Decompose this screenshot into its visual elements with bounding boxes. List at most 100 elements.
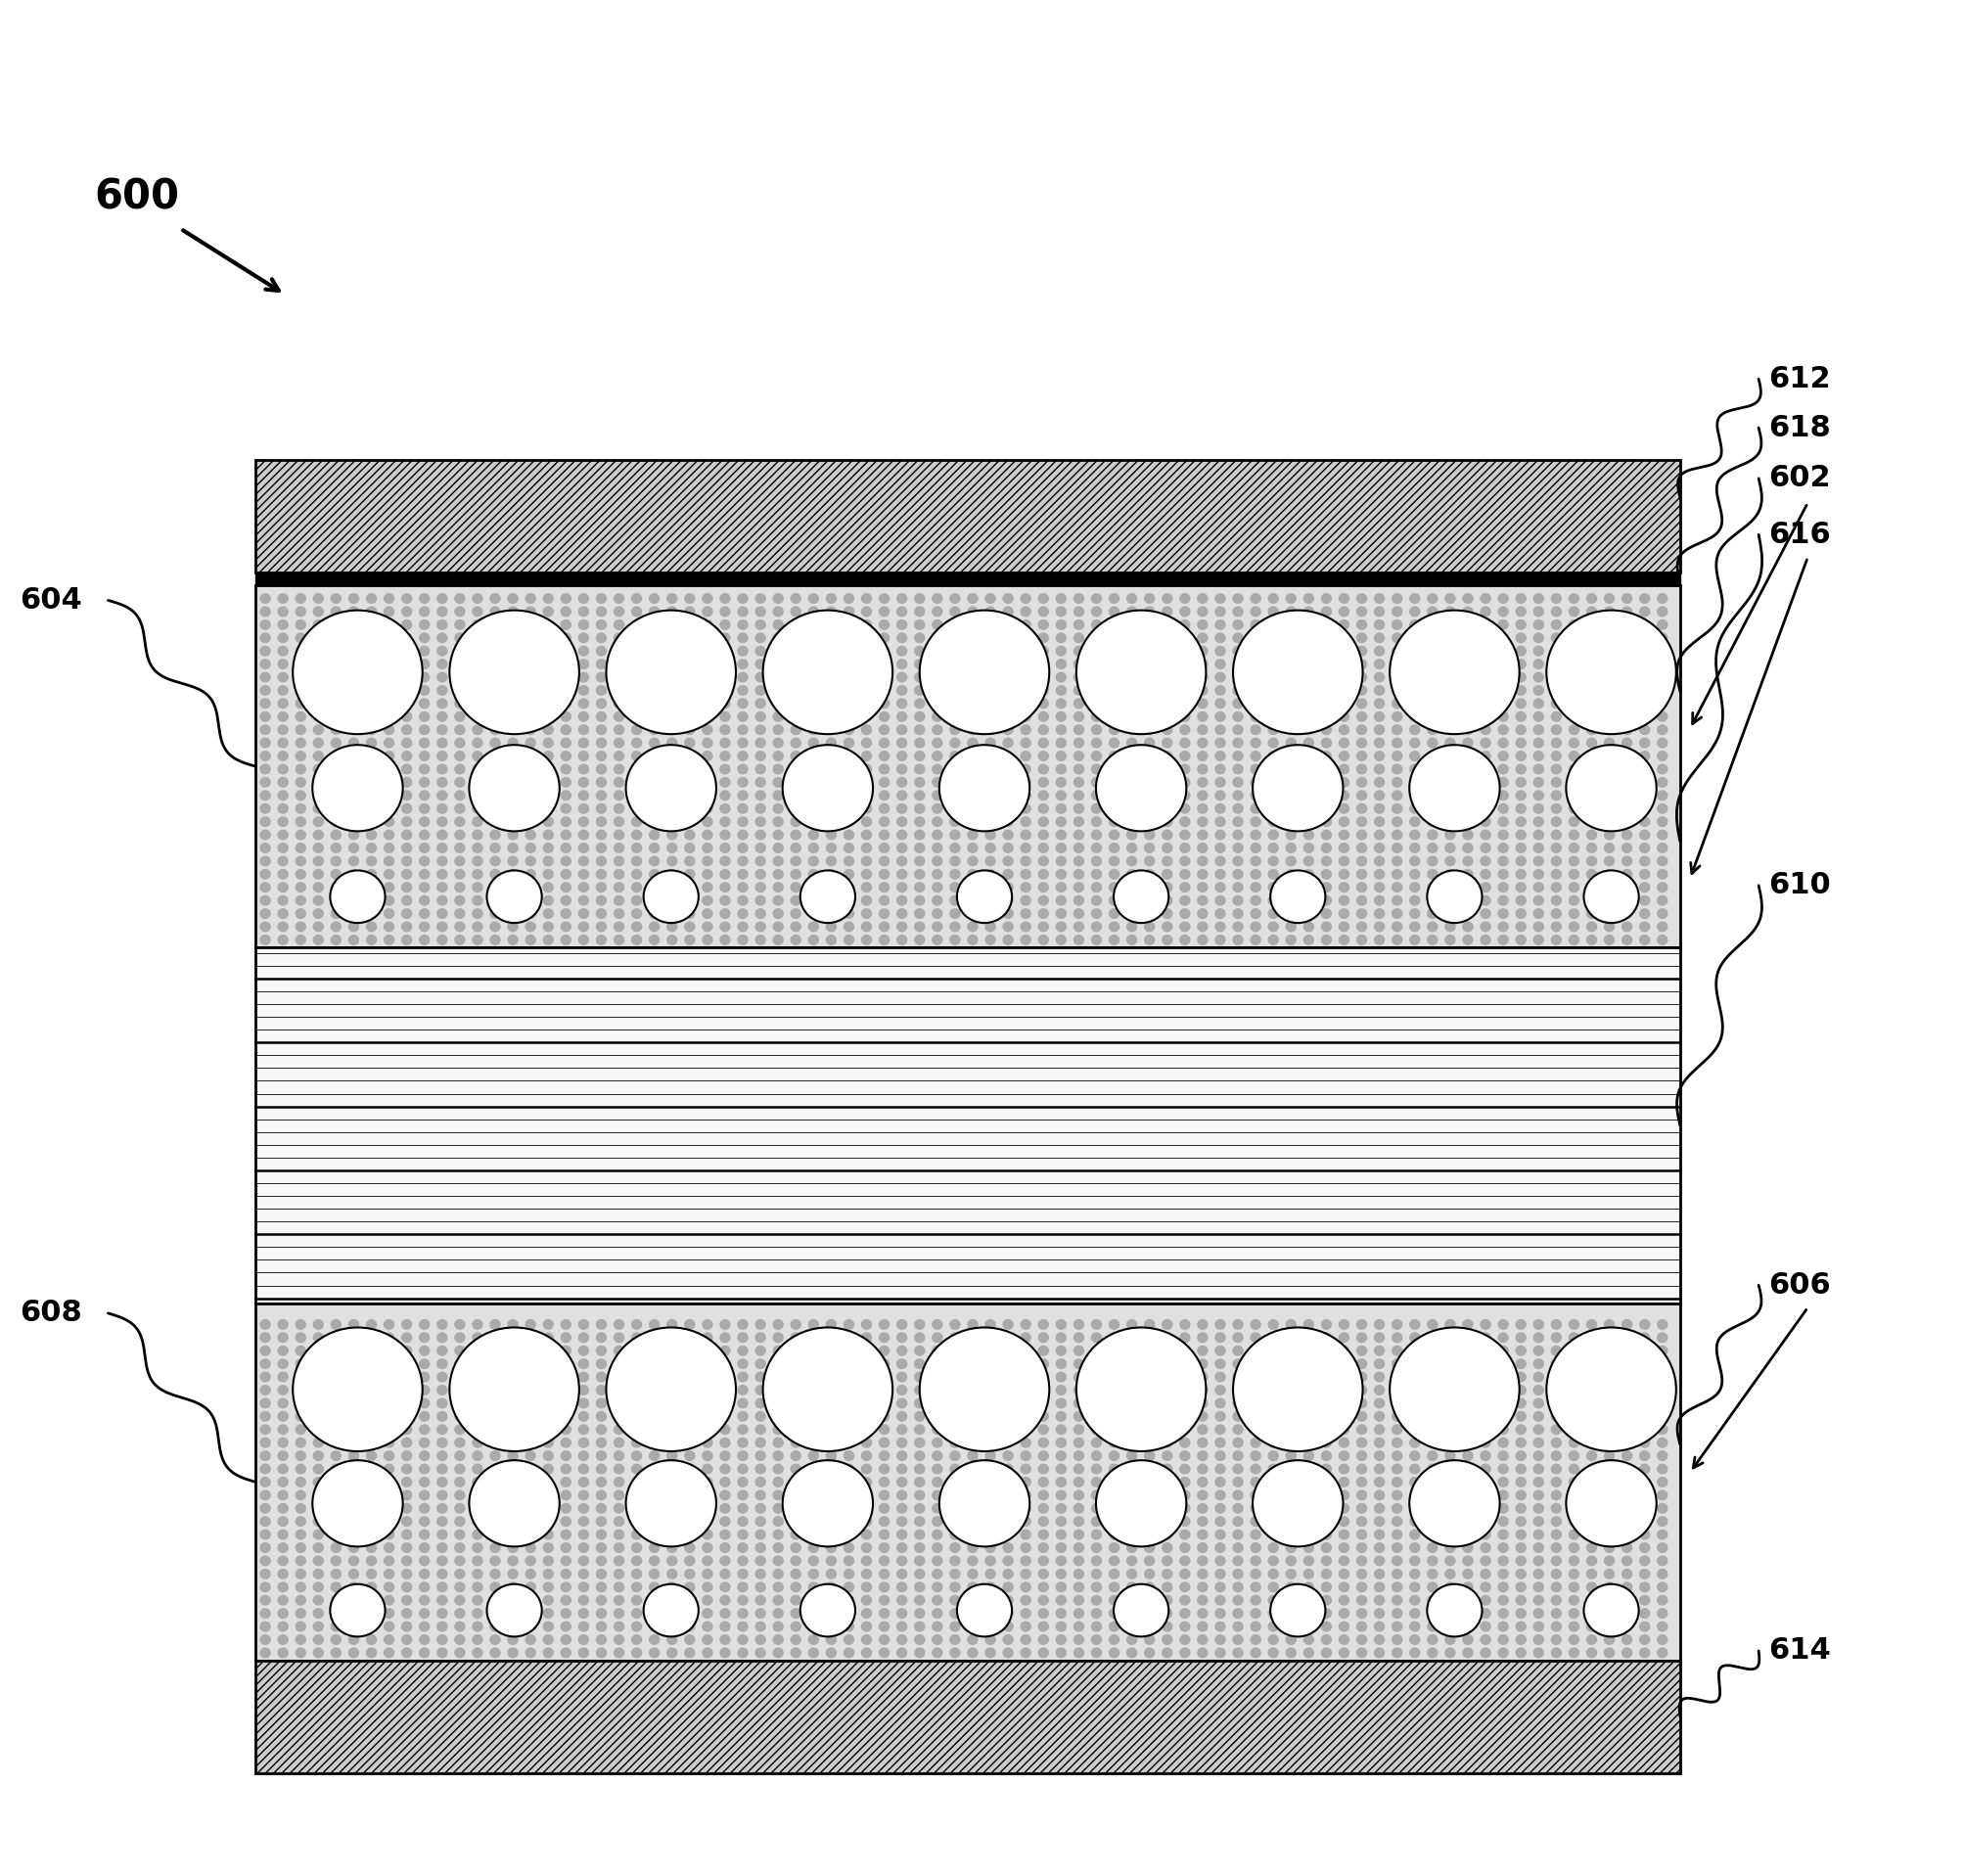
Circle shape — [1145, 1426, 1155, 1435]
Circle shape — [951, 724, 960, 734]
Circle shape — [1392, 910, 1402, 919]
Circle shape — [1180, 884, 1190, 893]
Circle shape — [1092, 1634, 1102, 1643]
Circle shape — [1339, 764, 1349, 773]
Circle shape — [597, 764, 607, 773]
Circle shape — [1587, 884, 1597, 893]
Circle shape — [738, 1542, 748, 1553]
Circle shape — [1251, 606, 1261, 615]
Circle shape — [544, 869, 554, 878]
Circle shape — [403, 1347, 412, 1356]
Circle shape — [1587, 855, 1597, 867]
Circle shape — [1428, 698, 1438, 707]
Circle shape — [314, 936, 322, 946]
Circle shape — [986, 1399, 996, 1409]
Circle shape — [1622, 1413, 1632, 1422]
Circle shape — [632, 1386, 642, 1396]
Circle shape — [1092, 790, 1102, 799]
Circle shape — [1392, 1557, 1402, 1565]
Circle shape — [880, 632, 890, 642]
Circle shape — [1552, 1516, 1561, 1527]
Circle shape — [862, 619, 872, 628]
Circle shape — [880, 790, 890, 799]
Circle shape — [1021, 897, 1031, 906]
Circle shape — [827, 737, 837, 747]
Circle shape — [1410, 1557, 1420, 1565]
Circle shape — [1552, 1399, 1561, 1409]
Circle shape — [579, 1413, 589, 1422]
Circle shape — [721, 685, 731, 694]
Circle shape — [1499, 936, 1508, 946]
Circle shape — [898, 711, 907, 720]
Circle shape — [491, 1568, 501, 1580]
Circle shape — [1499, 1583, 1508, 1591]
Circle shape — [456, 844, 465, 852]
Circle shape — [1587, 1649, 1597, 1658]
Circle shape — [1004, 645, 1013, 655]
Circle shape — [332, 764, 342, 773]
Circle shape — [1499, 855, 1508, 867]
Circle shape — [1304, 1557, 1314, 1565]
Circle shape — [1074, 1399, 1084, 1409]
Circle shape — [579, 1583, 589, 1591]
Circle shape — [1269, 1452, 1279, 1461]
Circle shape — [1587, 1360, 1597, 1369]
Circle shape — [951, 606, 960, 615]
Circle shape — [791, 1399, 801, 1409]
Circle shape — [615, 724, 625, 734]
Circle shape — [1463, 1321, 1473, 1330]
Circle shape — [1389, 610, 1518, 734]
Circle shape — [1446, 1413, 1455, 1422]
Circle shape — [312, 745, 403, 831]
Circle shape — [650, 803, 660, 814]
Circle shape — [1481, 1426, 1491, 1435]
Circle shape — [579, 910, 589, 919]
Circle shape — [1180, 645, 1190, 655]
Circle shape — [1039, 1399, 1049, 1409]
Circle shape — [314, 1568, 322, 1580]
Circle shape — [685, 1321, 695, 1330]
Circle shape — [403, 777, 412, 788]
Circle shape — [1198, 1413, 1208, 1422]
Circle shape — [1127, 1399, 1137, 1409]
Circle shape — [1057, 606, 1066, 615]
Circle shape — [1339, 1610, 1349, 1617]
Circle shape — [367, 1478, 377, 1488]
Circle shape — [809, 1516, 819, 1527]
Circle shape — [1375, 1621, 1385, 1630]
Circle shape — [933, 764, 943, 773]
Circle shape — [1587, 750, 1597, 762]
Circle shape — [526, 1595, 536, 1606]
Circle shape — [385, 1542, 395, 1553]
Circle shape — [880, 750, 890, 762]
Circle shape — [1658, 936, 1667, 946]
Circle shape — [1410, 803, 1420, 814]
Circle shape — [1004, 685, 1013, 694]
Circle shape — [1074, 1426, 1084, 1435]
Circle shape — [314, 711, 322, 720]
Circle shape — [562, 897, 572, 906]
Circle shape — [845, 619, 854, 628]
Circle shape — [279, 1373, 289, 1383]
Circle shape — [491, 1634, 501, 1643]
Circle shape — [721, 1505, 731, 1514]
Circle shape — [650, 764, 660, 773]
Circle shape — [1410, 897, 1420, 906]
Circle shape — [420, 844, 430, 852]
Circle shape — [1216, 1568, 1226, 1580]
Circle shape — [1428, 711, 1438, 720]
Circle shape — [1658, 777, 1667, 788]
Circle shape — [526, 711, 536, 720]
Circle shape — [1145, 1542, 1155, 1553]
Circle shape — [791, 818, 801, 825]
Circle shape — [562, 777, 572, 788]
Circle shape — [1216, 921, 1226, 932]
Circle shape — [791, 897, 801, 906]
Circle shape — [491, 1542, 501, 1553]
Circle shape — [1640, 685, 1650, 694]
Circle shape — [898, 936, 907, 946]
Circle shape — [350, 1610, 359, 1617]
Circle shape — [279, 1439, 289, 1448]
Circle shape — [1163, 593, 1173, 602]
Circle shape — [650, 724, 660, 734]
